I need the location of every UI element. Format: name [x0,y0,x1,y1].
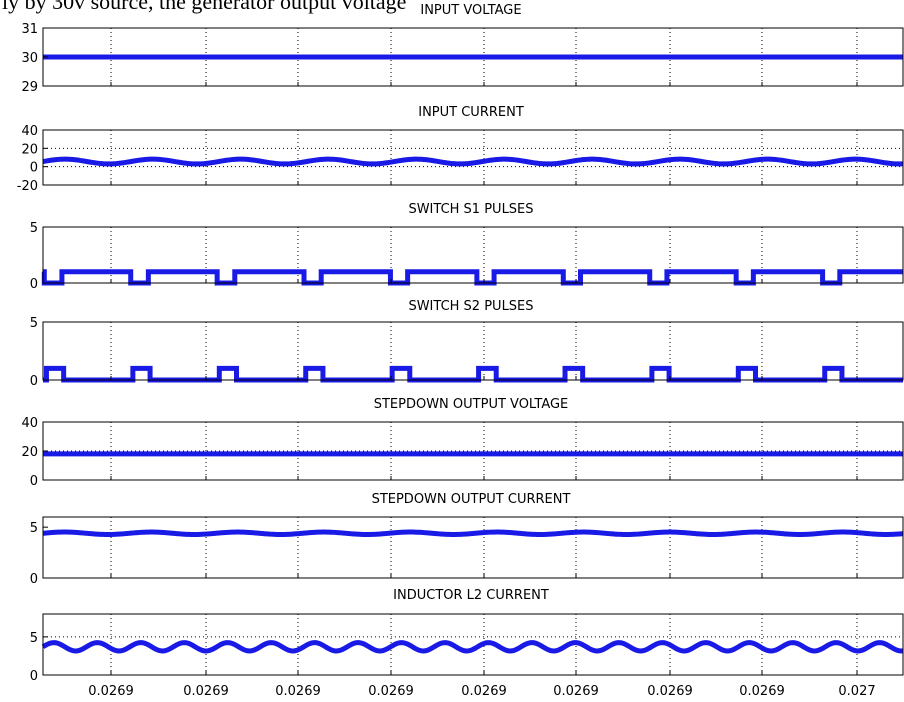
axes-box [42,613,904,676]
x-tick-label: 0.0269 [739,684,785,699]
subplot-4: SWITCH S2 PULSES 0 5 [30,299,904,389]
y-tick-label: -20 [17,179,38,194]
x-tick-label: 0.0269 [461,684,507,699]
x-tick-label: 0.0269 [275,684,321,699]
subplot-title: INPUT VOLTAGE [420,3,521,18]
y-tick-label: 40 [21,416,38,431]
y-tick-label: 0 [30,374,38,389]
y-tick-label: 29 [21,80,38,95]
caption-text: ly by 30v source, the generator output v… [2,0,407,14]
subplot-7: INDUCTOR L2 CURRENT 0 5 0.0269 0.0269 0.0269 0… [30,588,904,699]
x-tick-label: 0.0269 [647,684,693,699]
axes-box [42,321,904,381]
subplot-5: STEPDOWN OUTPUT VOLTAGE 0 20 40 [21,397,904,489]
y-tick-label: 5 [30,521,38,536]
x-tick-label: 0.0269 [183,684,229,699]
x-tick-label: 0.0269 [368,684,414,699]
subplot-2: INPUT CURRENT -20 0 20 40 [17,105,904,194]
y-tick-label: 5 [30,221,38,236]
y-tick-label: 20 [21,445,38,460]
axes-box [42,129,904,186]
x-tick-label: 0.0269 [553,684,599,699]
subplot-3: SWITCH S1 PULSES 0 5 [30,202,904,292]
axes-box [42,226,904,284]
subplot-1: INPUT VOLTAGE 29 30 31 [21,3,904,95]
subplot-title: SWITCH S2 PULSES [408,299,533,314]
y-tick-label: 0 [30,161,38,176]
y-tick-label: 0 [30,572,38,587]
subplot-title: STEPDOWN OUTPUT VOLTAGE [374,397,569,412]
series-line [41,640,904,654]
series-line [41,269,903,286]
series-line [42,156,904,167]
y-tick-label: 30 [21,51,38,66]
y-tick-label: 20 [21,142,38,157]
subplot-title: INDUCTOR L2 CURRENT [393,588,549,603]
series-line [42,529,904,537]
caption-fragment: ly by 30v source, the generator output v… [0,0,904,20]
y-tick-label: 5 [30,631,38,646]
subplot-title: INPUT CURRENT [418,105,524,120]
x-tick-label: 0.027 [838,684,875,699]
y-tick-label: 5 [30,316,38,331]
axes-box [42,516,904,579]
y-tick-label: 0 [30,277,38,292]
subplot-6: STEPDOWN OUTPUT CURRENT 0 5 [30,492,904,587]
y-tick-label: 40 [21,124,38,139]
y-tick-label: 0 [30,669,38,684]
x-tick-label: 0.0269 [88,684,134,699]
series-line [43,365,903,383]
y-tick-label: 31 [21,22,38,37]
y-tick-label: 0 [30,474,38,489]
subplot-title: STEPDOWN OUTPUT CURRENT [372,492,571,507]
subplot-title: SWITCH S1 PULSES [408,202,533,217]
